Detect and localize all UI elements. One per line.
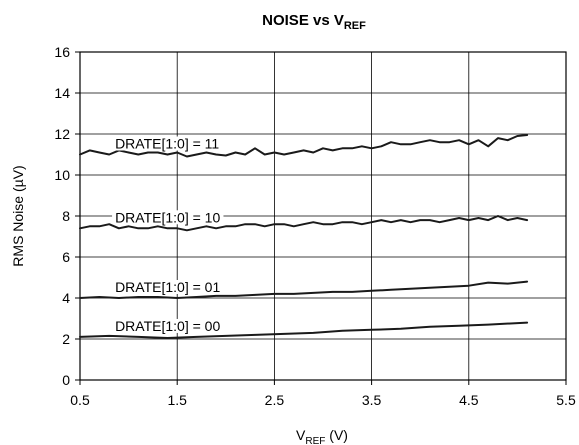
x-axis-label: VREF (V)	[296, 427, 348, 445]
x-tick-label: 2.5	[265, 392, 285, 408]
series-label-bg	[112, 318, 224, 333]
series-label-3: DRATE[1:0] = 00	[115, 318, 220, 334]
series-line-3	[79, 321, 529, 339]
y-tick-label: 0	[62, 372, 70, 388]
chart-title: NOISE vs VREF	[262, 12, 366, 32]
x-axis-label-unit: (V)	[325, 427, 348, 443]
y-tick-label: 16	[54, 44, 70, 60]
y-tick-label: 12	[54, 126, 70, 142]
x-axis-label-main: V	[296, 427, 306, 443]
series-label-1: DRATE[1:0] = 10	[115, 209, 220, 225]
chart-title-sub: REF	[344, 20, 366, 32]
y-axis-ticks: 0 2 4 6 8 10 12 14 16	[54, 44, 80, 388]
y-tick-label: 2	[62, 331, 70, 347]
x-axis-label-sub: REF	[305, 436, 325, 445]
series-label-bg	[112, 280, 224, 294]
series-line-2	[79, 280, 529, 299]
x-tick-label: 4.5	[459, 392, 479, 408]
series-label-bg	[112, 210, 224, 225]
x-tick-label: 0.5	[70, 392, 90, 408]
y-tick-label: 14	[54, 85, 70, 101]
series-group: DRATE[1:0] = 11 DRATE[1:0] = 10 DRATE[1:0]…	[79, 134, 529, 339]
chart-title-main: NOISE vs V	[262, 12, 344, 29]
series-label-bg	[112, 136, 223, 151]
series-label-0: DRATE[1:0] = 11	[115, 136, 219, 152]
y-axis-label: RMS Noise (µV)	[10, 165, 26, 266]
x-tick-label: 5.5	[556, 392, 576, 408]
x-axis-ticks: 0.5 1.5 2.5 3.5 4.5 5.5	[70, 380, 576, 408]
series-line-0	[79, 134, 529, 158]
x-tick-label: 3.5	[362, 392, 382, 408]
series-label-2: DRATE[1:0] = 01	[115, 279, 220, 295]
x-tick-label: 1.5	[167, 392, 187, 408]
y-tick-label: 10	[54, 167, 70, 183]
series-line-1	[79, 215, 529, 232]
y-tick-label: 6	[62, 249, 70, 265]
y-tick-label: 4	[62, 290, 70, 306]
y-tick-label: 8	[62, 208, 70, 224]
